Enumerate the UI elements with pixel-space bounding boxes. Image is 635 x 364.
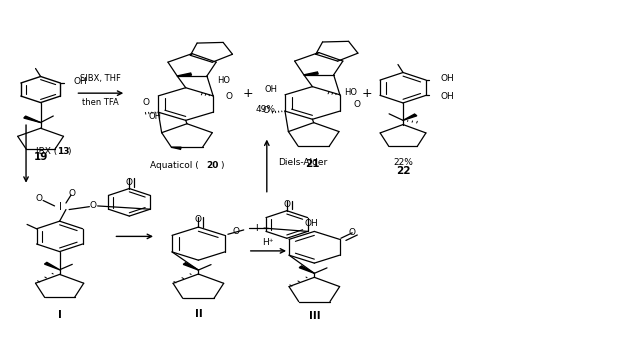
Text: HO: HO — [217, 76, 231, 85]
Text: O: O — [69, 189, 76, 198]
Text: Aquaticol (: Aquaticol ( — [150, 161, 199, 170]
Text: O: O — [283, 200, 290, 209]
Text: HO: HO — [344, 88, 357, 96]
Text: O: O — [354, 100, 361, 109]
Text: II: II — [194, 309, 203, 319]
Polygon shape — [177, 73, 192, 76]
Polygon shape — [299, 266, 314, 273]
Text: ): ) — [221, 161, 224, 170]
Text: OH: OH — [304, 219, 318, 228]
Text: OH: OH — [441, 74, 455, 83]
Text: O: O — [195, 215, 202, 224]
Text: 22%: 22% — [393, 158, 413, 167]
Polygon shape — [44, 262, 60, 270]
Text: Diels-Alder: Diels-Alder — [278, 158, 328, 167]
Text: O: O — [232, 226, 239, 236]
Text: 21: 21 — [305, 159, 319, 169]
Text: O: O — [126, 178, 133, 186]
Text: OH: OH — [149, 112, 162, 121]
Text: OH: OH — [74, 77, 88, 86]
Text: then TFA: then TFA — [83, 98, 119, 107]
Text: O: O — [36, 194, 43, 203]
Text: H⁺: H⁺ — [262, 238, 274, 247]
Text: III: III — [309, 311, 320, 321]
Text: 49%: 49% — [255, 105, 276, 114]
Text: O: O — [143, 98, 150, 107]
Text: 20: 20 — [206, 161, 218, 170]
Text: O: O — [262, 106, 269, 115]
Text: 13: 13 — [57, 147, 70, 156]
Text: 19: 19 — [34, 152, 48, 162]
Text: I: I — [255, 223, 258, 233]
Text: OH: OH — [441, 92, 455, 100]
Text: I: I — [58, 310, 62, 320]
Text: SIBX, THF: SIBX, THF — [81, 74, 121, 83]
Text: +: + — [361, 87, 372, 100]
Text: O: O — [225, 92, 232, 101]
Polygon shape — [304, 72, 318, 75]
Polygon shape — [23, 116, 41, 123]
Polygon shape — [171, 147, 181, 149]
Text: 22: 22 — [396, 166, 410, 176]
Text: O: O — [89, 201, 96, 210]
Text: O: O — [349, 228, 356, 237]
Polygon shape — [184, 263, 198, 270]
Polygon shape — [403, 114, 417, 120]
Text: I: I — [60, 202, 62, 211]
Text: IBX (: IBX ( — [36, 147, 57, 156]
Text: ): ) — [67, 147, 70, 156]
Text: +: + — [243, 87, 253, 100]
Text: OH: OH — [265, 85, 277, 94]
